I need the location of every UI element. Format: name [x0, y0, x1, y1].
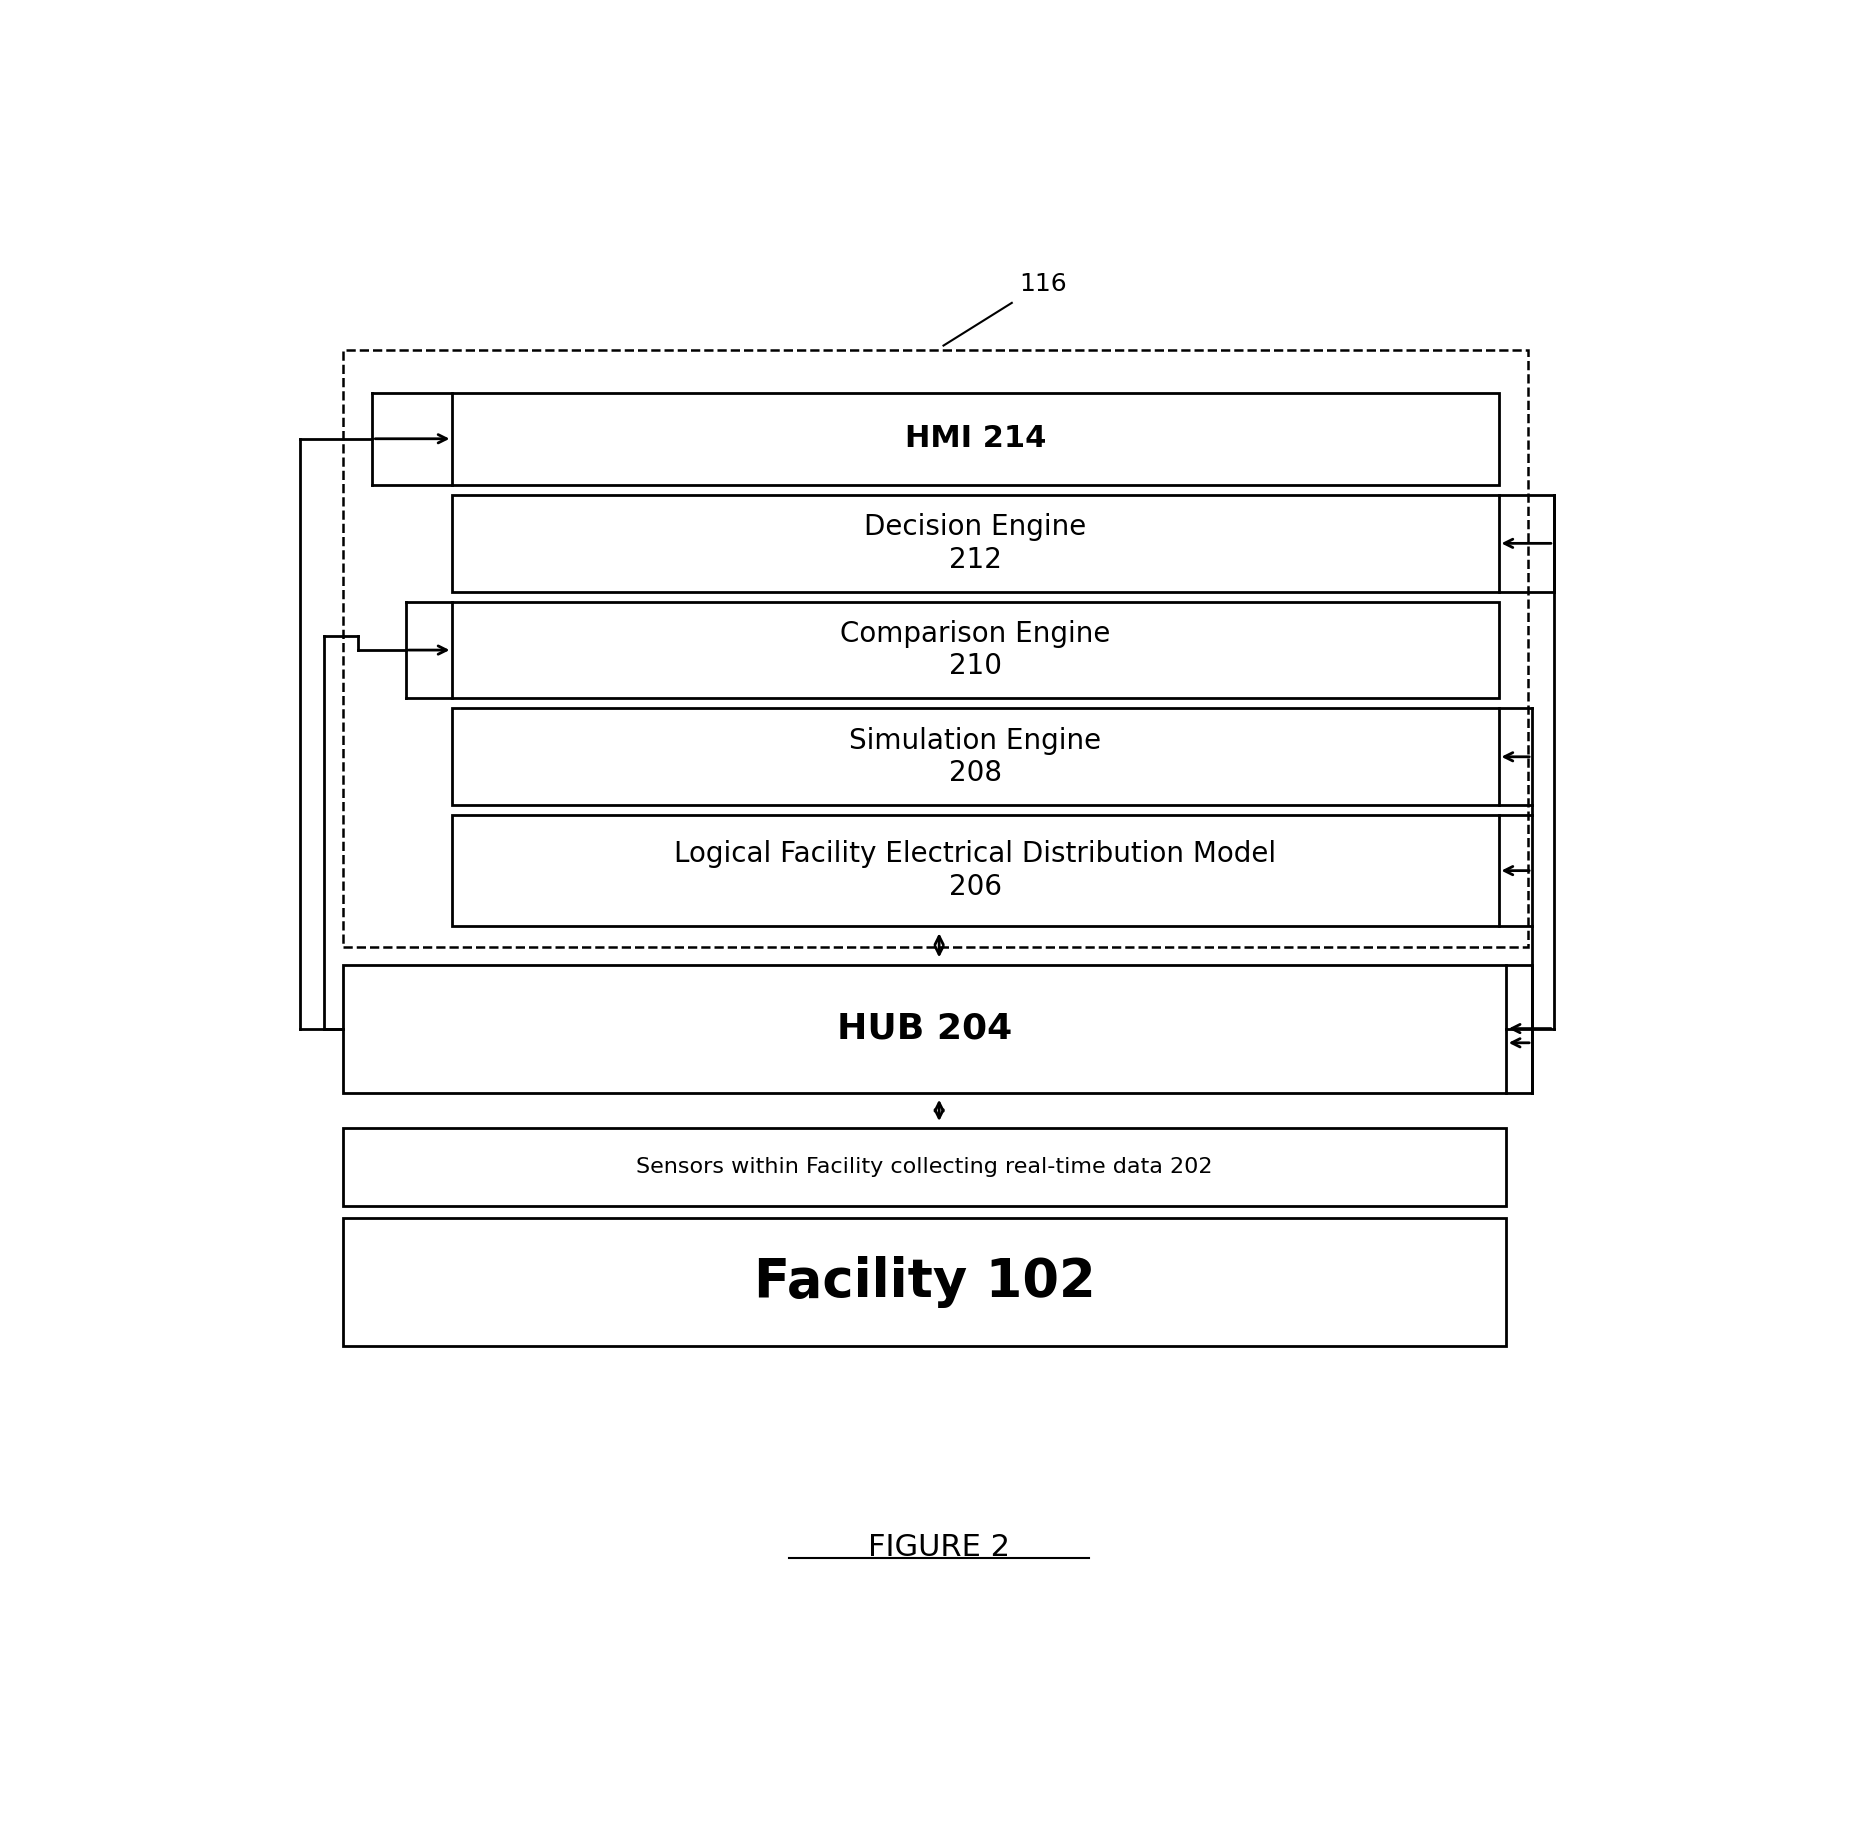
Bar [452, 392, 1498, 484]
Text: 116: 116 [1020, 272, 1067, 296]
Text: Sensors within Facility collecting real-time data 202: Sensors within Facility collecting real-… [636, 1157, 1213, 1177]
Bar [452, 708, 1498, 806]
Text: HMI 214: HMI 214 [906, 425, 1046, 453]
Text: Decision Engine
212: Decision Engine 212 [864, 514, 1088, 573]
Bar [343, 1218, 1506, 1345]
Bar [452, 602, 1498, 699]
Bar [452, 815, 1498, 926]
Bar [343, 349, 1528, 948]
Bar [452, 495, 1498, 591]
Text: Comparison Engine
210: Comparison Engine 210 [840, 619, 1110, 680]
Text: Facility 102: Facility 102 [754, 1257, 1095, 1308]
Text: FIGURE 2: FIGURE 2 [868, 1534, 1011, 1562]
Text: Logical Facility Electrical Distribution Model
206: Logical Facility Electrical Distribution… [675, 841, 1277, 900]
Text: Simulation Engine
208: Simulation Engine 208 [849, 726, 1101, 787]
Bar [343, 965, 1506, 1092]
Text: HUB 204: HUB 204 [836, 1011, 1012, 1046]
Bar [343, 1127, 1506, 1207]
